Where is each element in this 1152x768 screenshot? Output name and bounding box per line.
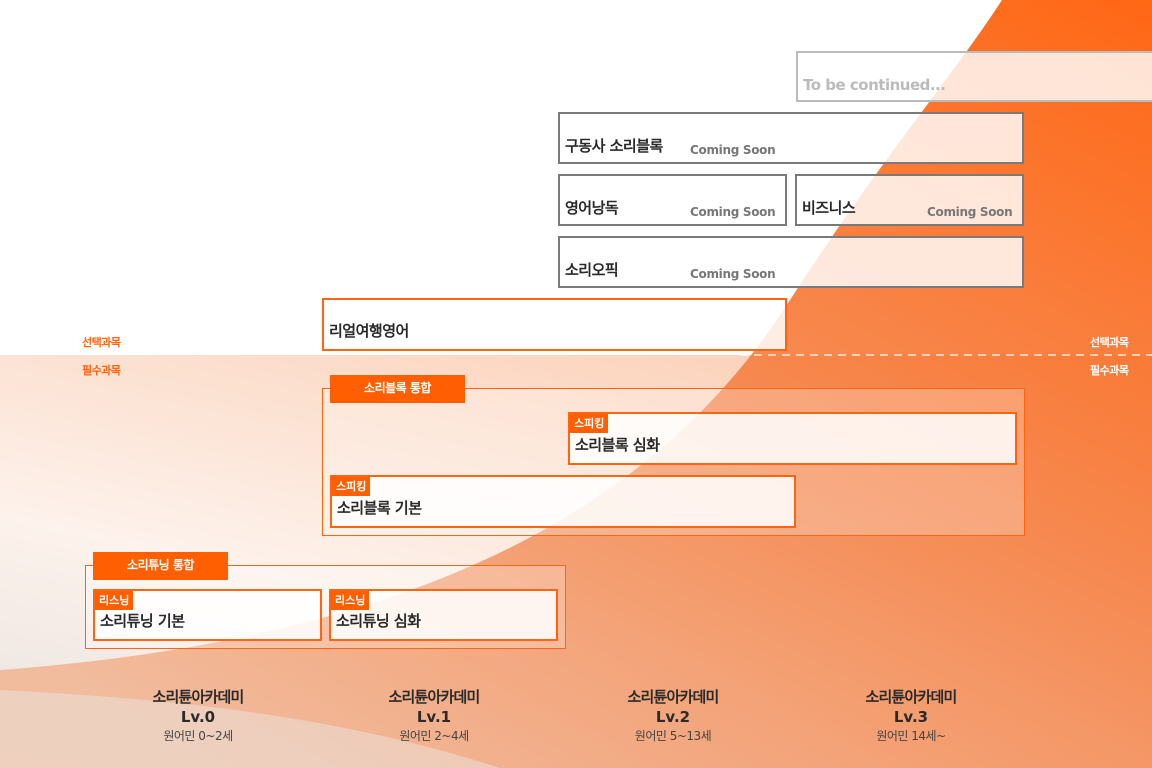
coming-soon-label: Coming Soon bbox=[690, 267, 776, 281]
academy-name: 소리튠아카데미 bbox=[152, 688, 244, 706]
group-soriblock-title: 소리블록 통합 bbox=[330, 375, 465, 403]
category-tag: 스피킹 bbox=[570, 414, 609, 433]
group-soritune-title: 소리튜닝 통합 bbox=[93, 552, 228, 580]
level-label: Lv.2 bbox=[655, 708, 691, 726]
course-title: 소리튜닝 기본 bbox=[100, 612, 185, 630]
course-title: 소리튜닝 심화 bbox=[336, 612, 421, 630]
level-label: Lv.0 bbox=[180, 708, 216, 726]
level-label: Lv.3 bbox=[893, 708, 929, 726]
level-age: 원어민 14세~ bbox=[876, 729, 946, 743]
course-title: 소리오픽 bbox=[565, 261, 619, 279]
course-title: 구동사 소리블록 bbox=[565, 137, 663, 155]
optional-label-right: 선택과목 bbox=[1090, 336, 1129, 349]
level-0: 소리튠아카데미 Lv.0 원어민 0~2세 bbox=[98, 686, 298, 744]
required-label-right: 필수과목 bbox=[1090, 364, 1129, 377]
level-label: Lv.1 bbox=[416, 708, 452, 726]
course-title: 영어낭독 bbox=[565, 199, 619, 217]
coming-soon-label: Coming Soon bbox=[690, 205, 776, 219]
course-soritune-advanced[interactable]: 리스닝 소리튜닝 심화 bbox=[329, 589, 558, 641]
level-age: 원어민 2~4세 bbox=[399, 729, 469, 743]
level-2: 소리튠아카데미 Lv.2 원어민 5~13세 bbox=[573, 686, 773, 744]
level-age: 원어민 5~13세 bbox=[634, 729, 712, 743]
course-title: 비즈니스 bbox=[802, 199, 856, 217]
course-soritune-basic[interactable]: 리스닝 소리튜닝 기본 bbox=[93, 589, 322, 641]
course-title: 소리블록 심화 bbox=[575, 436, 660, 454]
course-real-travel-english[interactable]: 리얼여행영어 bbox=[322, 298, 787, 351]
course-soriblock-basic[interactable]: 스피킹 소리블록 기본 bbox=[330, 475, 796, 528]
coming-soon-label: Coming Soon bbox=[927, 205, 1013, 219]
academy-name: 소리튠아카데미 bbox=[388, 688, 480, 706]
course-business[interactable]: 비즈니스 Coming Soon bbox=[795, 174, 1024, 226]
category-tag: 리스닝 bbox=[95, 591, 134, 610]
level-1: 소리튠아카데미 Lv.1 원어민 2~4세 bbox=[334, 686, 534, 744]
level-age: 원어민 0~2세 bbox=[163, 729, 233, 743]
course-phrasal-verbs[interactable]: 구동사 소리블록 Coming Soon bbox=[558, 112, 1024, 164]
course-to-be-continued[interactable]: To be continued... bbox=[796, 51, 1152, 102]
optional-label-left: 선택과목 bbox=[82, 336, 121, 349]
coming-soon-label: Coming Soon bbox=[690, 143, 776, 157]
academy-name: 소리튠아카데미 bbox=[627, 688, 719, 706]
course-soriblock-advanced[interactable]: 스피킹 소리블록 심화 bbox=[568, 412, 1017, 465]
course-reading-aloud[interactable]: 영어낭독 Coming Soon bbox=[558, 174, 787, 226]
course-sori-opic[interactable]: 소리오픽 Coming Soon bbox=[558, 236, 1024, 288]
required-label-left: 필수과목 bbox=[82, 364, 121, 377]
to-be-continued-text: To be continued... bbox=[803, 76, 946, 94]
course-title: 소리블록 기본 bbox=[337, 499, 422, 517]
course-title: 리얼여행영어 bbox=[329, 322, 409, 340]
category-tag: 스피킹 bbox=[332, 477, 371, 496]
category-tag: 리스닝 bbox=[331, 591, 370, 610]
level-3: 소리튠아카데미 Lv.3 원어민 14세~ bbox=[811, 686, 1011, 744]
academy-name: 소리튠아카데미 bbox=[865, 688, 957, 706]
